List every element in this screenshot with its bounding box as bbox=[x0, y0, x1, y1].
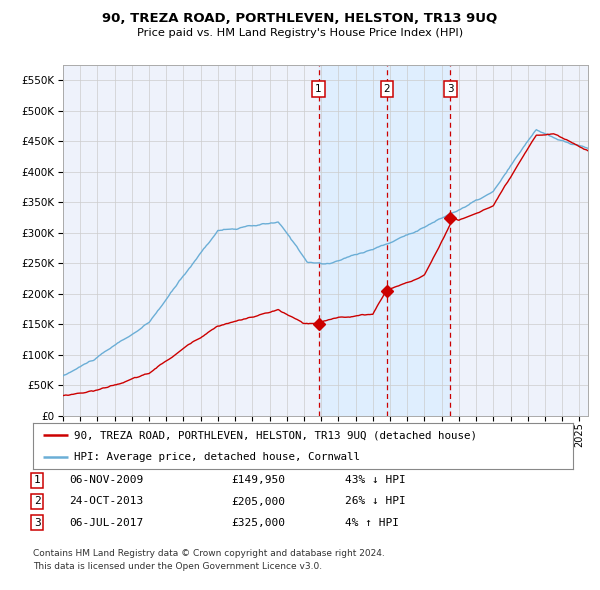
Text: HPI: Average price, detached house, Cornwall: HPI: Average price, detached house, Corn… bbox=[74, 451, 359, 461]
Text: 90, TREZA ROAD, PORTHLEVEN, HELSTON, TR13 9UQ: 90, TREZA ROAD, PORTHLEVEN, HELSTON, TR1… bbox=[103, 12, 497, 25]
Text: 06-NOV-2009: 06-NOV-2009 bbox=[69, 476, 143, 485]
Text: Price paid vs. HM Land Registry's House Price Index (HPI): Price paid vs. HM Land Registry's House … bbox=[137, 28, 463, 38]
Text: 4% ↑ HPI: 4% ↑ HPI bbox=[345, 518, 399, 527]
Text: 1: 1 bbox=[34, 476, 41, 485]
Text: 2: 2 bbox=[34, 497, 41, 506]
Text: 26% ↓ HPI: 26% ↓ HPI bbox=[345, 497, 406, 506]
Text: 43% ↓ HPI: 43% ↓ HPI bbox=[345, 476, 406, 485]
Text: 1: 1 bbox=[316, 84, 322, 94]
Text: 24-OCT-2013: 24-OCT-2013 bbox=[69, 497, 143, 506]
Text: £149,950: £149,950 bbox=[231, 476, 285, 485]
Text: £325,000: £325,000 bbox=[231, 518, 285, 527]
Text: £205,000: £205,000 bbox=[231, 497, 285, 506]
Bar bbox=[319, 65, 451, 416]
Text: This data is licensed under the Open Government Licence v3.0.: This data is licensed under the Open Gov… bbox=[33, 562, 322, 571]
Text: 90, TREZA ROAD, PORTHLEVEN, HELSTON, TR13 9UQ (detached house): 90, TREZA ROAD, PORTHLEVEN, HELSTON, TR1… bbox=[74, 431, 476, 441]
Text: Contains HM Land Registry data © Crown copyright and database right 2024.: Contains HM Land Registry data © Crown c… bbox=[33, 549, 385, 558]
Text: 2: 2 bbox=[383, 84, 390, 94]
Text: 3: 3 bbox=[34, 518, 41, 527]
Text: 3: 3 bbox=[447, 84, 454, 94]
Text: 06-JUL-2017: 06-JUL-2017 bbox=[69, 518, 143, 527]
